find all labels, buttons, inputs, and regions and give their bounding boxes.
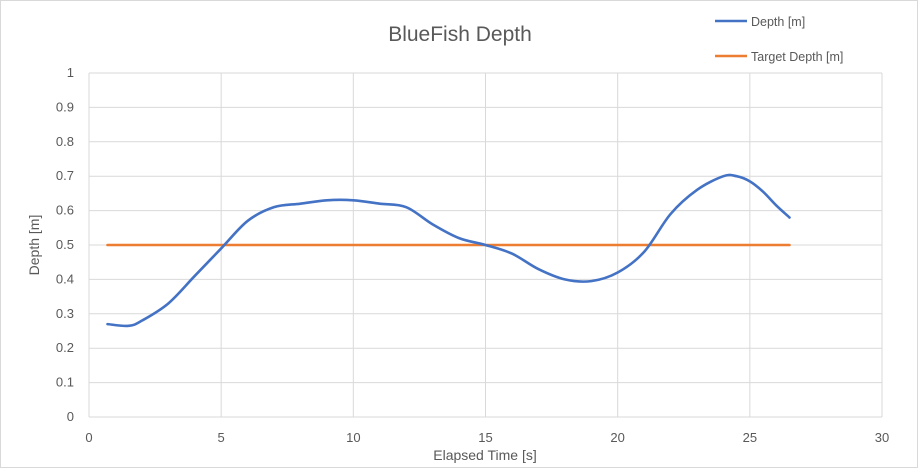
series-group xyxy=(106,173,791,328)
y-tick-label: 1 xyxy=(67,65,74,80)
x-axis-label: Elapsed Time [s] xyxy=(433,447,537,463)
x-tick-label: 20 xyxy=(610,430,624,445)
y-tick-label: 0.7 xyxy=(56,168,74,183)
legend-label: Target Depth [m] xyxy=(751,50,843,64)
y-tick-label: 0.3 xyxy=(56,306,74,321)
y-tick-label: 0.8 xyxy=(56,134,74,149)
ticks: 00.10.20.30.40.50.60.70.80.910 5 10 15 20 25 3… xyxy=(56,65,889,445)
y-tick-label: 0.4 xyxy=(56,271,74,286)
y-tick-label: 0.6 xyxy=(56,203,74,218)
x-tick-label: 5 xyxy=(218,430,225,445)
x-tick-label: 10 xyxy=(346,430,360,445)
x-tick-label: 30 xyxy=(875,430,889,445)
legend-label: Depth [m] xyxy=(751,15,805,29)
legend: Depth [m] Target Depth [m] xyxy=(715,15,843,64)
y-tick-label: 0.2 xyxy=(56,340,74,355)
series-line-depth xyxy=(106,173,791,328)
y-tick-label: 0.5 xyxy=(56,237,74,252)
y-tick-label: 0.1 xyxy=(56,375,74,390)
y-tick-label: 0.9 xyxy=(56,99,74,114)
x-tick-label: 0 xyxy=(85,430,92,445)
x-tick-label: 15 xyxy=(478,430,492,445)
y-axis-label: Depth [m] xyxy=(26,215,42,276)
x-tick-label: 25 xyxy=(743,430,757,445)
chart-title: BlueFish Depth xyxy=(388,23,532,46)
y-tick-label: 0 xyxy=(67,409,74,424)
